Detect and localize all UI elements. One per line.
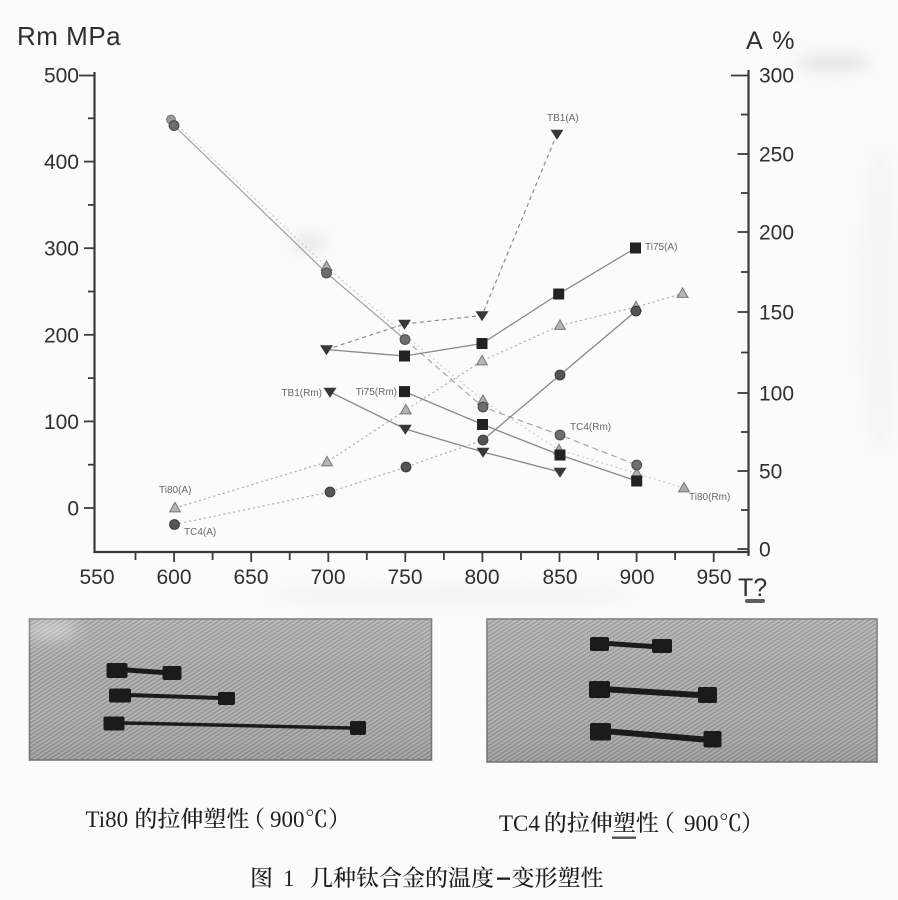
svg-text:100: 100 (44, 411, 79, 434)
svg-text:A %: A % (746, 27, 796, 55)
svg-text:400: 400 (44, 151, 79, 174)
svg-text:50: 50 (759, 461, 782, 484)
svg-text:Ti75(Rm): Ti75(Rm) (356, 387, 397, 398)
svg-text:300: 300 (44, 238, 79, 261)
svg-text:TB1(A): TB1(A) (547, 113, 579, 124)
svg-text:Ti80(A): Ti80(A) (159, 485, 191, 496)
svg-text:150: 150 (759, 302, 794, 325)
svg-text:600: 600 (156, 566, 191, 589)
svg-text:Ti75(A): Ti75(A) (645, 242, 677, 253)
svg-text:TC4(Rm): TC4(Rm) (570, 422, 611, 433)
svg-text:500: 500 (44, 65, 79, 88)
svg-text:800: 800 (464, 566, 499, 589)
svg-text:900: 900 (270, 807, 305, 832)
svg-text:Rm MPa: Rm MPa (17, 21, 121, 51)
svg-text:250: 250 (759, 144, 794, 167)
svg-text:Ti80: Ti80 (86, 807, 129, 832)
svg-text:750: 750 (387, 566, 422, 589)
svg-text:TC4: TC4 (499, 811, 540, 836)
svg-text:T?: T? (738, 574, 767, 602)
svg-text:950: 950 (696, 566, 731, 589)
svg-text:200: 200 (759, 222, 794, 245)
svg-text:0: 0 (759, 539, 771, 562)
svg-text:550: 550 (79, 566, 114, 589)
svg-text:1: 1 (283, 866, 295, 891)
svg-text:300: 300 (759, 65, 794, 88)
svg-text:650: 650 (233, 566, 268, 589)
svg-text:900: 900 (619, 566, 654, 589)
svg-text:900: 900 (684, 811, 719, 836)
svg-text:100: 100 (759, 383, 794, 406)
svg-text:0: 0 (67, 498, 79, 521)
svg-text:Ti80(Rm): Ti80(Rm) (689, 492, 730, 503)
svg-text:TC4(A): TC4(A) (184, 527, 216, 538)
svg-text:850: 850 (542, 566, 577, 589)
svg-text:700: 700 (310, 566, 345, 589)
svg-text:TB1(Rm): TB1(Rm) (281, 388, 322, 399)
svg-text:200: 200 (44, 324, 79, 347)
